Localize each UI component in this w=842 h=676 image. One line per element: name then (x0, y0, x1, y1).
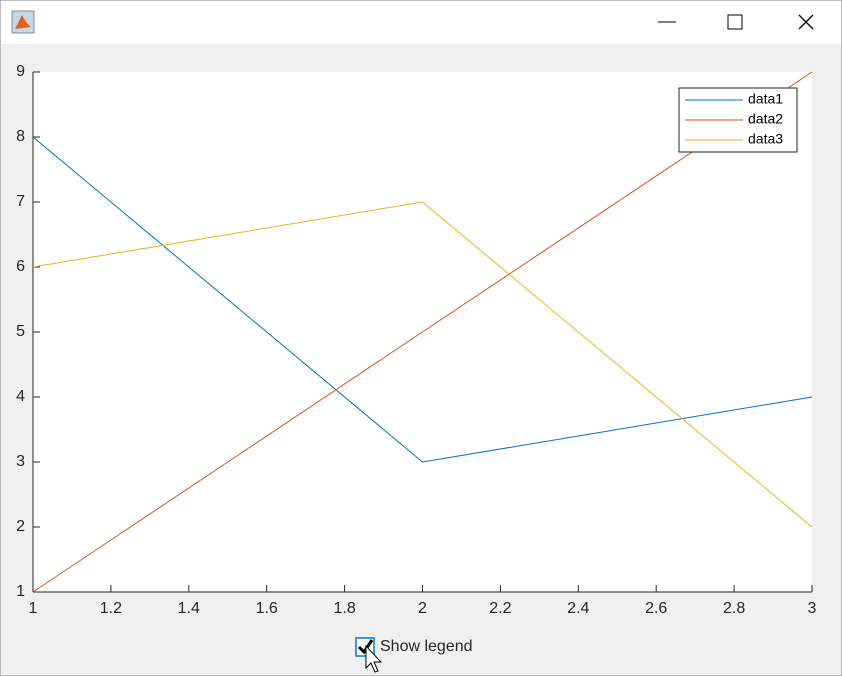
maximize-button[interactable] (727, 14, 743, 30)
mouse-cursor (365, 644, 383, 673)
checkmark (357, 639, 374, 655)
x-tick-label: 1.4 (178, 600, 200, 617)
x-tick-label: 2 (418, 600, 427, 617)
x-tick-label: 2.8 (723, 600, 745, 617)
x-tick-label: 2.4 (567, 600, 589, 617)
y-tick-label: 2 (16, 518, 25, 535)
data-line (32, 71, 813, 593)
legend: data1 data2 data3 (678, 87, 798, 153)
x-tick-label: 2.6 (645, 600, 667, 617)
y-tick-label: 6 (16, 258, 25, 275)
x-tick-label: 3 (808, 600, 817, 617)
y-tick-label: 8 (16, 128, 25, 145)
x-tick-label: 1.8 (333, 600, 355, 617)
legend-label: data3 (748, 131, 783, 147)
x-tick-label: 1 (29, 600, 38, 617)
y-tick-label: 4 (16, 388, 25, 405)
x-tick-label: 1.2 (100, 600, 122, 617)
y-tick-label: 7 (16, 193, 25, 210)
close-button[interactable] (798, 14, 814, 30)
y-tick-label: 9 (16, 63, 25, 80)
title-bar (1, 1, 841, 44)
x-tick-label: 2.2 (489, 600, 511, 617)
y-tick-label: 1 (16, 583, 25, 600)
x-tick-label: 1.6 (256, 600, 278, 617)
legend-label: data1 (748, 91, 783, 107)
y-tick-label: 3 (16, 453, 25, 470)
axes: 1 2 3 4 5 6 7 8 9 1 1.2 1.4 1.6 1.8 2 2.2 2.4 2.6 2.8 3 data… (16, 63, 816, 617)
data-line (32, 201, 813, 528)
checkbox-label[interactable]: Show legend (380, 638, 473, 655)
legend-label: data2 (748, 111, 783, 127)
app-icon (11, 10, 35, 34)
checkbox[interactable]: Show legend (355, 637, 473, 657)
y-tick-label: 5 (16, 323, 25, 340)
